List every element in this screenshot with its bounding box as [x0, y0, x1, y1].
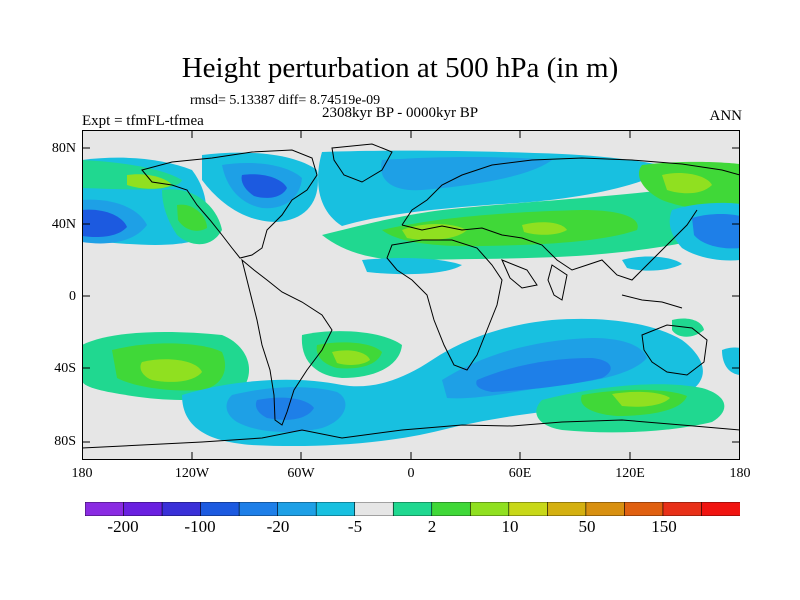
colorbar	[85, 502, 740, 516]
lon-tick-label: 180	[71, 466, 93, 481]
colorbar-swatch	[85, 502, 125, 516]
colorbar-swatch	[315, 502, 356, 516]
lon-tick-label: 60E	[508, 466, 532, 481]
lon-tick-label: 180	[729, 466, 751, 481]
experiment-label: Expt = tfmFL-tfmea	[82, 113, 204, 129]
colorbar-swatch	[277, 502, 317, 516]
colorbar-label: 2	[427, 517, 437, 536]
colorbar-swatch	[585, 502, 626, 516]
stats-label: rmsd= 5.13387 diff= 8.74519e-09	[190, 93, 381, 108]
tick-marks	[82, 130, 740, 460]
colorbar-swatch	[392, 502, 433, 516]
lon-tick-label: 0	[407, 466, 415, 481]
colorbar-swatch	[161, 502, 202, 516]
lon-tick-label: 120W	[174, 466, 210, 481]
colorbar-swatch	[508, 502, 548, 516]
lat-tick-label: 80S	[54, 434, 76, 449]
lat-tick-label: 0	[69, 289, 76, 304]
colorbar-swatch	[431, 502, 471, 516]
colorbar-swatch	[701, 502, 740, 516]
season-label: ANN	[709, 108, 743, 124]
colorbar-label: -5	[347, 517, 363, 536]
contour-fields	[82, 150, 740, 447]
period-label: 2308kyr BP - 0000kyr BP	[322, 105, 479, 121]
colorbar-label: 150	[651, 517, 677, 536]
colorbar-label: -20	[266, 517, 290, 536]
plot-title: Height perturbation at 500 hPa (in m)	[181, 52, 619, 84]
lat-tick-label: 40N	[51, 217, 76, 232]
colorbar-swatch	[200, 502, 240, 516]
colorbar-swatch	[624, 502, 664, 516]
colorbar-label: 50	[578, 517, 596, 536]
coastlines	[82, 143, 740, 449]
lon-tick-label: 120E	[615, 466, 645, 481]
colorbar-swatch	[662, 502, 703, 516]
colorbar-label: -200	[107, 517, 139, 536]
colorbar-swatch	[123, 502, 163, 516]
colorbar-swatch	[469, 502, 510, 516]
colorbar-label: -100	[184, 517, 216, 536]
colorbar-label: 10	[501, 517, 519, 536]
lon-tick-label: 60W	[287, 466, 315, 481]
lat-tick-label: 40S	[54, 361, 76, 376]
lat-tick-label: 80N	[51, 141, 76, 156]
colorbar-swatch	[547, 502, 587, 516]
colorbar-swatch	[354, 502, 394, 516]
map-plot	[82, 130, 740, 460]
colorbar-swatch	[238, 502, 279, 516]
